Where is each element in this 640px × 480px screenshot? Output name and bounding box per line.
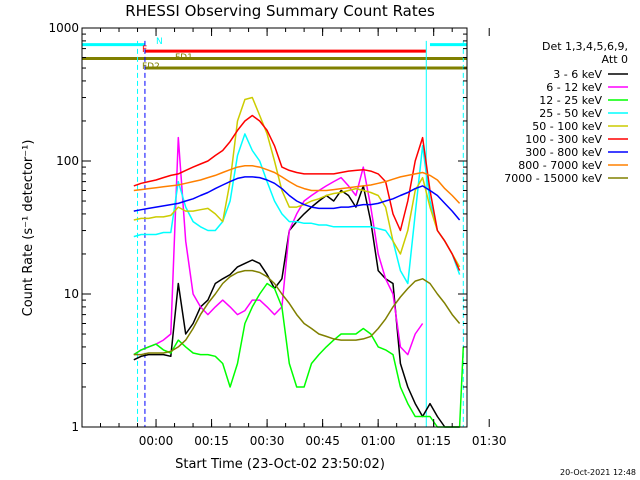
series-line-8 [133, 269, 461, 356]
series-line-2 [133, 282, 465, 428]
x-tick-label: 00:15 [194, 434, 229, 448]
legend-header-line2: Att 0 [602, 53, 628, 66]
x-tick-label: 00:30 [250, 434, 285, 448]
legend-label: 25 - 50 keV [539, 107, 602, 120]
legend-label: 100 - 300 keV [525, 133, 602, 146]
series-line-5 [133, 114, 461, 271]
legend-label: 12 - 25 keV [539, 94, 602, 107]
legend-label: 50 - 100 keV [532, 120, 602, 133]
y-axis: 1 10 100 1000 [48, 21, 467, 434]
series-line-3 [133, 133, 461, 285]
series-lines [133, 96, 465, 428]
flag-n-label: N [156, 37, 163, 47]
x-tick-label: 00:00 [139, 434, 174, 448]
series-line-4 [133, 96, 461, 268]
y-tick-label: 1000 [48, 21, 79, 35]
y-axis-title: Count Rate (s⁻¹ detector⁻¹) [21, 140, 36, 317]
x-axis: 00:00 00:15 00:30 00:45 01:00 01:15 01:30 [100, 28, 507, 448]
flag-f-label: F [142, 45, 147, 55]
timestamp: 20-Oct-2021 12:48 [560, 468, 636, 477]
legend-label: 7000 - 15000 keV [504, 172, 602, 185]
legend-label: 800 - 7000 keV [518, 159, 602, 172]
legend-label: 3 - 6 keV [553, 68, 602, 81]
series-line-1 [133, 136, 424, 356]
x-tick-label: 00:45 [305, 434, 340, 448]
legend-header-line1: Det 1,3,4,5,6,9, [542, 40, 628, 53]
y-tick-label: 1 [71, 420, 79, 434]
y-tick-label: 10 [64, 287, 79, 301]
x-tick-label: 01:00 [361, 434, 396, 448]
series-line-7 [133, 165, 461, 204]
x-axis-title: Start Time (23-Oct-02 23:50:02) [175, 457, 385, 472]
x-tick-label: 01:15 [416, 434, 451, 448]
y-tick-label: 100 [56, 154, 79, 168]
flag-fd1-label: FD1 [175, 53, 193, 63]
legend-label: 300 - 800 keV [525, 146, 602, 159]
night-lines [137, 40, 464, 427]
legend-label: 6 - 12 keV [546, 81, 602, 94]
series-line-6 [133, 176, 461, 221]
flag-bars [82, 43, 467, 70]
x-tick-label: 01:30 [472, 434, 507, 448]
plot-frame [81, 27, 468, 428]
flag-fd2-label: FD2 [142, 62, 160, 72]
chart-title: RHESSI Observing Summary Count Rates [125, 2, 435, 20]
